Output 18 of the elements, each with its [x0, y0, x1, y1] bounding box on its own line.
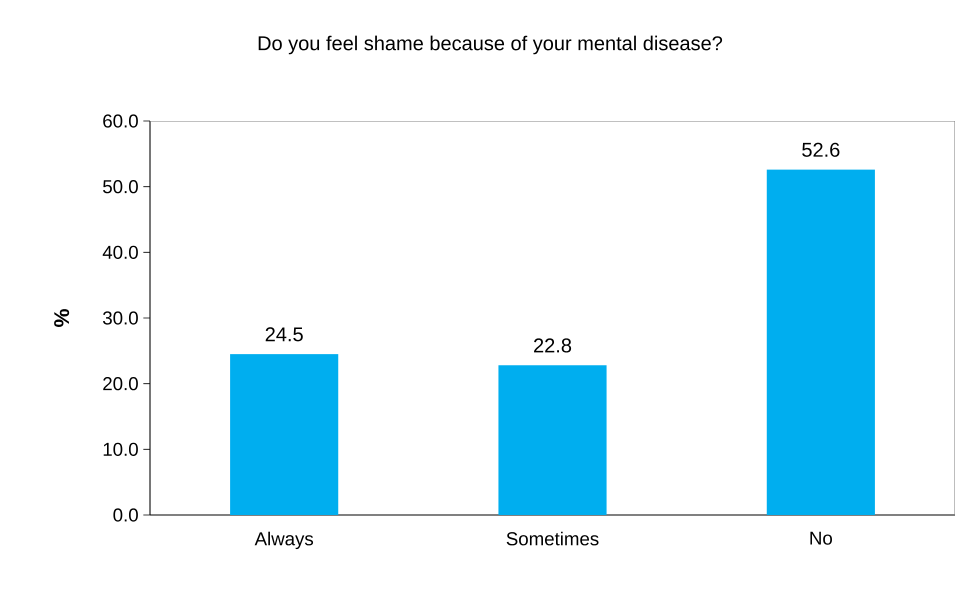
y-tick-label: 20.0 — [103, 377, 138, 390]
y-tick-label: 0.0 — [113, 508, 138, 522]
bar — [230, 354, 338, 515]
x-tick-label: No — [810, 532, 832, 545]
y-axis-title: % — [54, 309, 70, 327]
chart-title: Do you feel shame because of your mental disease? — [258, 36, 722, 54]
data-label: 52.6 — [802, 142, 840, 157]
data-label: 24.5 — [266, 327, 303, 342]
y-tick-label: 60.0 — [103, 114, 138, 128]
x-tick-label: Sometimes — [506, 532, 599, 546]
x-tick-label: Always — [254, 532, 314, 550]
bar — [766, 170, 875, 515]
y-tick-label: 10.0 — [104, 442, 138, 456]
y-tick-label: 50.0 — [103, 180, 138, 194]
data-label: 22.8 — [534, 338, 572, 353]
bar — [498, 365, 607, 515]
y-tick-label: 30.0 — [103, 311, 138, 325]
y-tick-label: 40.0 — [102, 246, 138, 259]
